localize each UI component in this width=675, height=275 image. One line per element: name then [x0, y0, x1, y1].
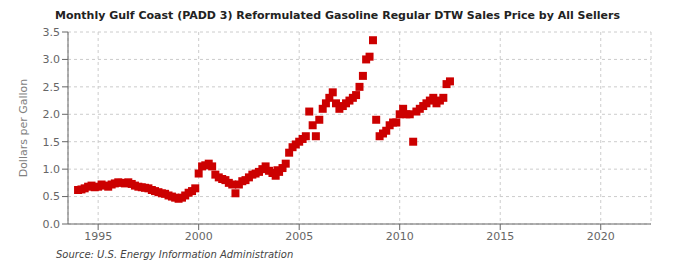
- svg-text:2000: 2000: [185, 230, 213, 243]
- svg-text:3.0: 3.0: [43, 53, 61, 66]
- html-text:Monthly Gulf Coast (PADD 3) Re: Monthly Gulf Coast (PADD 3) Reformulated…: [55, 9, 620, 22]
- svg-text:3.5: 3.5: [43, 26, 61, 39]
- svg-text:2020: 2020: [587, 230, 615, 243]
- svg-text:Dollars per Gallon: Dollars per Gallon: [17, 79, 30, 178]
- svg-text:2.5: 2.5: [43, 81, 61, 94]
- svg-text:1995: 1995: [84, 230, 112, 243]
- svg-text:0.5: 0.5: [43, 190, 61, 203]
- svg-text:0.0: 0.0: [43, 218, 61, 231]
- svg-text:2015: 2015: [486, 230, 514, 243]
- svg-text:2005: 2005: [285, 230, 313, 243]
- svg-text:2010: 2010: [386, 230, 414, 243]
- html-text:Source: U.S. Energy Informatio: Source: U.S. Energy Information Administ…: [56, 249, 294, 260]
- svg-text:1.0: 1.0: [43, 163, 61, 176]
- svg-text:2.0: 2.0: [43, 108, 61, 121]
- svg-text:1.5: 1.5: [43, 136, 61, 149]
